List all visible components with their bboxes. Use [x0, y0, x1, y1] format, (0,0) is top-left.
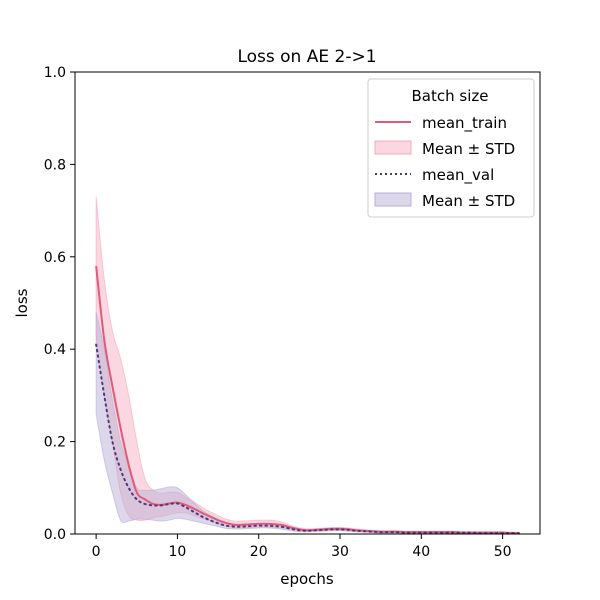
x-tick-label: 40 — [412, 544, 430, 560]
y-tick-label: 1.0 — [44, 65, 66, 81]
y-tick-label: 0.6 — [44, 250, 66, 266]
x-axis-label: epochs — [280, 570, 334, 588]
legend-label-mean-val: mean_val — [422, 166, 494, 185]
y-tick-label: 0.0 — [44, 527, 66, 543]
x-tick-label: 30 — [331, 544, 349, 560]
legend-swatch-val-std — [374, 192, 412, 207]
y-axis-label: loss — [13, 288, 31, 317]
legend-label-train-std: Mean ± STD — [422, 140, 515, 158]
legend-label-val-std: Mean ± STD — [422, 192, 515, 210]
axes-frame — [74, 71, 541, 535]
tick-layer: 0 10 20 30 40 50 0.0 0.2 0.4 0.6 0.8 1.0 — [44, 65, 512, 560]
legend-title: Batch size — [412, 87, 489, 105]
legend-box — [367, 78, 535, 218]
y-tick-label: 0.4 — [44, 342, 66, 358]
x-tick-label: 50 — [494, 544, 512, 560]
y-tick-label: 0.2 — [44, 435, 66, 451]
x-tick-label: 0 — [92, 544, 101, 560]
chart-title: Loss on AE 2->1 — [237, 47, 376, 67]
series-line-mean-val — [95, 343, 520, 534]
legend-swatch-train-std — [374, 140, 412, 155]
y-tick-label: 0.8 — [44, 157, 66, 173]
legend-label-mean-train: mean_train — [422, 114, 507, 133]
x-tick-label: 20 — [250, 544, 268, 560]
legend: Batch size mean_train Mean ± STD mean_va… — [367, 78, 535, 218]
x-tick-label: 10 — [169, 544, 187, 560]
